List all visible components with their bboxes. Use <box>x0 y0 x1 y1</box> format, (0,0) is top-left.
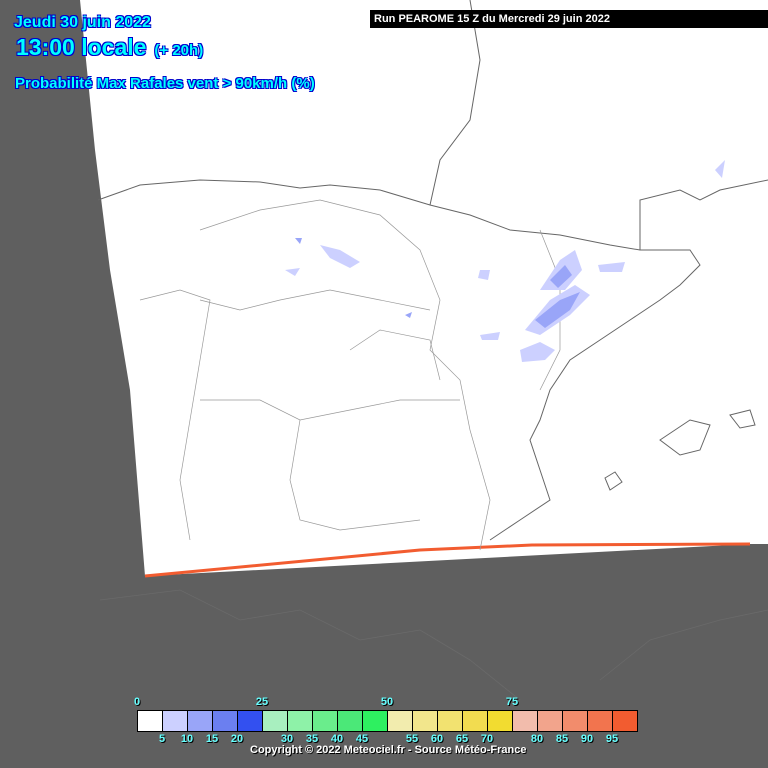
legend-swatch <box>363 711 388 731</box>
legend-swatch <box>538 711 563 731</box>
legend-swatch <box>338 711 363 731</box>
color-legend <box>137 710 638 732</box>
legend-label-bottom: 70 <box>480 733 494 745</box>
legend-swatch <box>613 711 637 731</box>
forecast-time: 13:00 locale (+ 20h) <box>16 34 203 61</box>
lead-time: (+ 20h) <box>154 42 204 59</box>
legend-swatch <box>213 711 238 731</box>
legend-swatch <box>188 711 213 731</box>
legend-swatch <box>513 711 538 731</box>
legend-label-bottom: 30 <box>280 733 294 745</box>
legend-label-bottom: 20 <box>230 733 244 745</box>
forecast-date: Jeudi 30 juin 2022 <box>14 14 151 31</box>
region-borders <box>139 199 561 551</box>
domain-edge-line <box>144 542 751 578</box>
legend-swatch <box>588 711 613 731</box>
coastlines <box>97 0 768 541</box>
model-domain <box>80 0 768 576</box>
legend-label-bottom: 95 <box>605 733 619 745</box>
legend-swatch <box>288 711 313 731</box>
legend-swatch <box>238 711 263 731</box>
legend-label-bottom: 85 <box>555 733 569 745</box>
legend-swatch <box>563 711 588 731</box>
legend-swatch <box>488 711 513 731</box>
copyright: Copyright © 2022 Meteociel.fr - Source M… <box>250 744 527 756</box>
legend-swatch <box>388 711 413 731</box>
map-title: Probabilité Max Rafales vent > 90km/h (%… <box>15 75 315 92</box>
legend-label-bottom: 60 <box>430 733 444 745</box>
legend-label-bottom: 55 <box>405 733 419 745</box>
legend-swatch <box>313 711 338 731</box>
legend-label-bottom: 65 <box>455 733 469 745</box>
legend-swatch <box>163 711 188 731</box>
legend-swatch <box>138 711 163 731</box>
run-banner: Run PEAROME 15 Z du Mercredi 29 juin 202… <box>370 10 768 28</box>
legend-label-top: 50 <box>380 696 394 708</box>
legend-label-bottom: 45 <box>355 733 369 745</box>
legend-label-top: 0 <box>133 696 141 708</box>
legend-label-bottom: 10 <box>180 733 194 745</box>
legend-label-bottom: 35 <box>305 733 319 745</box>
legend-label-top: 75 <box>505 696 519 708</box>
legend-label-bottom: 90 <box>580 733 594 745</box>
legend-swatch <box>263 711 288 731</box>
legend-swatch <box>413 711 438 731</box>
legend-swatch <box>463 711 488 731</box>
local-time: 13:00 locale <box>16 34 147 60</box>
probability-areas-10 <box>295 238 580 328</box>
legend-label-bottom: 40 <box>330 733 344 745</box>
outside-borders <box>99 589 768 701</box>
legend-label-bottom: 5 <box>158 733 166 745</box>
legend-label-bottom: 80 <box>530 733 544 745</box>
legend-swatch <box>438 711 463 731</box>
legend-label-top: 25 <box>255 696 269 708</box>
legend-label-bottom: 15 <box>205 733 219 745</box>
